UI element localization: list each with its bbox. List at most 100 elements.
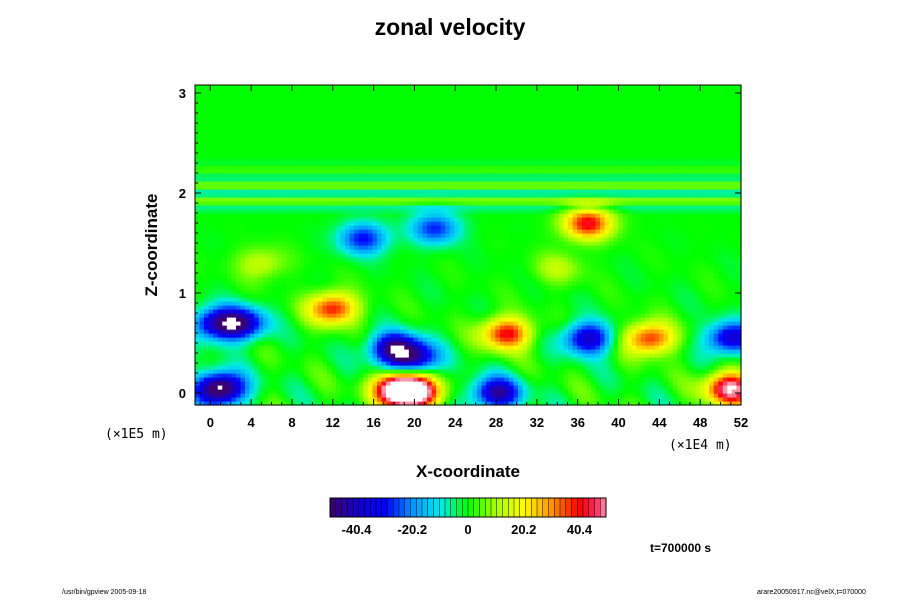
heatmap-cell xyxy=(445,365,451,370)
heatmap-cell xyxy=(281,185,287,190)
heatmap-cell xyxy=(199,133,205,138)
heatmap-cell xyxy=(449,321,455,326)
heatmap-cell xyxy=(422,117,428,122)
heatmap-cell xyxy=(386,89,392,94)
heatmap-cell xyxy=(408,149,414,154)
heatmap-cell xyxy=(295,273,301,278)
heatmap-cell xyxy=(222,193,228,198)
heatmap-cell xyxy=(395,281,401,286)
heatmap-cell xyxy=(354,109,360,114)
heatmap-cell xyxy=(377,249,383,254)
heatmap-cell xyxy=(226,269,232,274)
heatmap-cell xyxy=(468,181,474,186)
heatmap-cell xyxy=(272,229,278,234)
heatmap-cell xyxy=(340,189,346,194)
heatmap-cell xyxy=(358,97,364,102)
heatmap-cell xyxy=(458,189,465,194)
heatmap-cell xyxy=(263,357,269,362)
heatmap-cell xyxy=(417,293,424,298)
heatmap-cell xyxy=(445,301,451,306)
heatmap-cell xyxy=(217,249,223,254)
heatmap-cell xyxy=(304,257,310,262)
heatmap-cell xyxy=(322,257,328,262)
heatmap-cell xyxy=(358,329,364,334)
heatmap-cell xyxy=(372,217,378,222)
heatmap-cell xyxy=(472,145,478,150)
heatmap-cell xyxy=(222,145,228,150)
heatmap-cell xyxy=(254,109,260,114)
heatmap-cell xyxy=(395,145,401,150)
heatmap-cell xyxy=(458,285,465,290)
heatmap-cell xyxy=(213,225,219,230)
heatmap-cell xyxy=(413,389,419,394)
heatmap-cell xyxy=(399,277,405,282)
heatmap-cell xyxy=(231,213,237,218)
heatmap-cell xyxy=(440,193,446,198)
heatmap-cell xyxy=(331,401,337,406)
heatmap-cell xyxy=(386,277,392,282)
heatmap-cell xyxy=(217,369,223,374)
heatmap-cell xyxy=(272,145,278,150)
heatmap-cell xyxy=(345,341,351,346)
heatmap-cell xyxy=(304,305,310,310)
heatmap-cell xyxy=(436,137,442,142)
heatmap-cell xyxy=(381,349,387,354)
heatmap-cell xyxy=(363,177,369,182)
heatmap-cell xyxy=(326,141,333,146)
heatmap-cell xyxy=(472,133,478,138)
heatmap-cell xyxy=(195,285,201,290)
heatmap-cell xyxy=(367,217,374,222)
heatmap-cell xyxy=(399,357,405,362)
heatmap-cell xyxy=(272,141,278,146)
heatmap-cell xyxy=(386,269,392,274)
heatmap-cell xyxy=(377,321,383,326)
heatmap-cell xyxy=(422,129,428,134)
heatmap-cell xyxy=(340,241,346,246)
heatmap-cell xyxy=(217,157,223,162)
heatmap-cell xyxy=(381,269,387,274)
heatmap-cell xyxy=(276,237,283,242)
heatmap-cell xyxy=(213,169,219,174)
heatmap-cell xyxy=(336,317,342,322)
heatmap-cell xyxy=(204,113,210,118)
heatmap-cell xyxy=(367,257,374,262)
heatmap-cell xyxy=(267,337,273,342)
heatmap-cell xyxy=(390,269,396,274)
heatmap-cell xyxy=(358,293,364,298)
heatmap-cell xyxy=(440,257,446,262)
heatmap-cell xyxy=(431,97,437,102)
heatmap-cell xyxy=(276,197,283,202)
heatmap-cell xyxy=(299,161,305,166)
heatmap-cell xyxy=(358,205,364,210)
heatmap-cell xyxy=(413,197,419,202)
heatmap-cell xyxy=(358,369,364,374)
heatmap-cell xyxy=(331,249,337,254)
heatmap-cell xyxy=(299,397,305,402)
heatmap-cell xyxy=(213,305,219,310)
heatmap-cell xyxy=(295,225,301,230)
heatmap-cell xyxy=(440,285,446,290)
heatmap-cell xyxy=(286,125,292,130)
heatmap-cell xyxy=(395,389,401,394)
heatmap-cell xyxy=(235,113,242,118)
heatmap-cell xyxy=(395,285,401,290)
heatmap-cell xyxy=(226,229,232,234)
heatmap-cell xyxy=(445,133,451,138)
heatmap-cell xyxy=(399,285,405,290)
heatmap-cell xyxy=(345,245,351,250)
heatmap-cell xyxy=(436,189,442,194)
heatmap-cell xyxy=(295,337,301,342)
heatmap-cell xyxy=(386,377,392,382)
heatmap-cell xyxy=(431,105,437,110)
heatmap-cell xyxy=(422,305,428,310)
heatmap-cell xyxy=(213,261,219,266)
heatmap-cell xyxy=(222,129,228,134)
heatmap-cell xyxy=(317,397,323,402)
heatmap-cell xyxy=(390,301,396,306)
heatmap-cell xyxy=(431,165,437,170)
heatmap-cell xyxy=(208,289,214,294)
heatmap-cell xyxy=(477,309,483,314)
heatmap-cell xyxy=(240,385,246,390)
heatmap-cell xyxy=(308,393,314,398)
heatmap-cell xyxy=(308,261,314,266)
